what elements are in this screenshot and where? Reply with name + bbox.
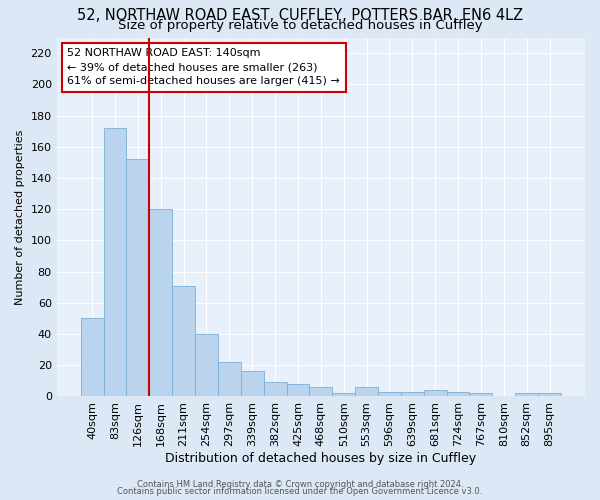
Bar [538,394,561,396]
Bar [424,390,446,396]
Bar [263,382,287,396]
Bar [149,209,172,396]
Bar [80,318,104,396]
Y-axis label: Number of detached properties: Number of detached properties [15,130,25,304]
Bar [241,372,263,396]
Bar [127,159,149,396]
Bar [446,392,469,396]
Bar [310,387,332,396]
Bar [378,392,401,396]
Bar [218,362,241,396]
Text: 52 NORTHAW ROAD EAST: 140sqm
← 39% of detached houses are smaller (263)
61% of s: 52 NORTHAW ROAD EAST: 140sqm ← 39% of de… [67,48,340,86]
Bar [287,384,310,396]
Text: Contains public sector information licensed under the Open Government Licence v3: Contains public sector information licen… [118,487,482,496]
X-axis label: Distribution of detached houses by size in Cuffley: Distribution of detached houses by size … [165,452,476,465]
Text: 52, NORTHAW ROAD EAST, CUFFLEY, POTTERS BAR, EN6 4LZ: 52, NORTHAW ROAD EAST, CUFFLEY, POTTERS … [77,8,523,22]
Text: Contains HM Land Registry data © Crown copyright and database right 2024.: Contains HM Land Registry data © Crown c… [137,480,463,489]
Bar [515,394,538,396]
Bar [195,334,218,396]
Bar [332,394,355,396]
Bar [469,394,493,396]
Text: Size of property relative to detached houses in Cuffley: Size of property relative to detached ho… [118,18,482,32]
Bar [401,392,424,396]
Bar [355,387,378,396]
Bar [172,286,195,397]
Bar [104,128,127,396]
